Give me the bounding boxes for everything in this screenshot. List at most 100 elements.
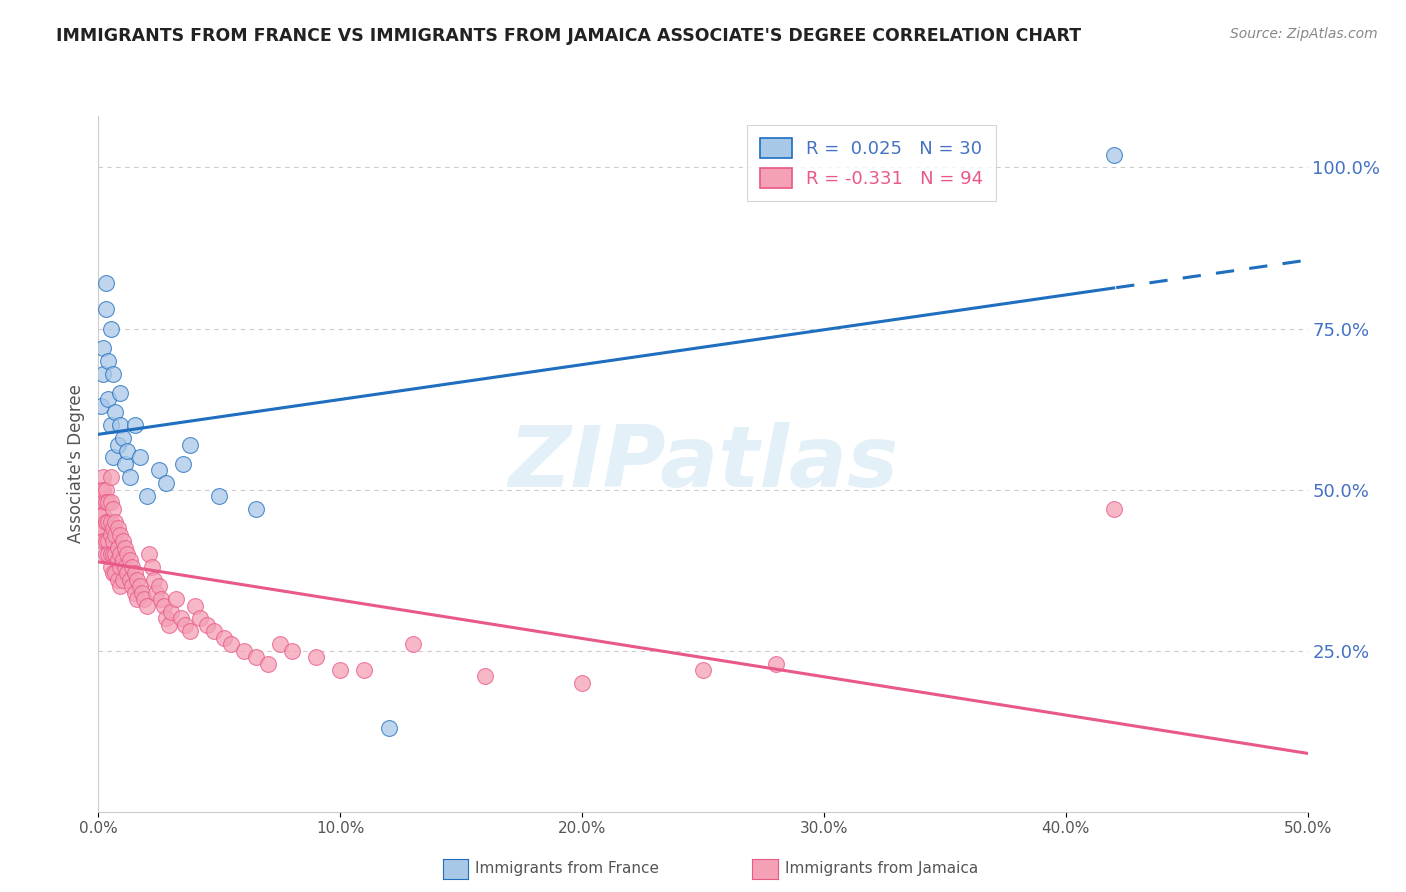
Point — [692, 663, 714, 677]
Point — [131, 585, 153, 599]
Point — [174, 618, 197, 632]
Point — [474, 669, 496, 683]
Point — [100, 515, 122, 529]
Point — [108, 547, 131, 561]
Point — [101, 534, 124, 549]
Point — [1102, 502, 1125, 516]
Point — [100, 547, 122, 561]
Text: IMMIGRANTS FROM FRANCE VS IMMIGRANTS FROM JAMAICA ASSOCIATE'S DEGREE CORRELATION: IMMIGRANTS FROM FRANCE VS IMMIGRANTS FRO… — [56, 27, 1081, 45]
Point — [97, 534, 120, 549]
Point — [91, 367, 114, 381]
Point — [101, 521, 124, 535]
Point — [97, 495, 120, 509]
Point — [155, 476, 177, 491]
Point — [94, 515, 117, 529]
Point — [90, 399, 112, 413]
Point — [114, 560, 136, 574]
Point — [94, 534, 117, 549]
Point — [169, 611, 191, 625]
Point — [124, 585, 146, 599]
Point — [281, 643, 304, 657]
Point — [104, 515, 127, 529]
Point — [124, 566, 146, 581]
Point — [353, 663, 375, 677]
Point — [100, 527, 122, 541]
Point — [104, 566, 127, 581]
Point — [165, 592, 187, 607]
Point — [117, 566, 139, 581]
Y-axis label: Associate's Degree: Associate's Degree — [66, 384, 84, 543]
Point — [107, 573, 129, 587]
Point — [143, 573, 166, 587]
Point — [114, 541, 136, 555]
Point — [121, 560, 143, 574]
Point — [90, 508, 112, 523]
Point — [114, 457, 136, 471]
Point — [145, 585, 167, 599]
Point — [91, 469, 114, 483]
Point — [90, 495, 112, 509]
Point — [329, 663, 352, 677]
Point — [232, 643, 254, 657]
Point — [212, 631, 235, 645]
Point — [94, 547, 117, 561]
Point — [128, 579, 150, 593]
Point — [100, 560, 122, 574]
Point — [91, 521, 114, 535]
Point — [107, 521, 129, 535]
Point — [91, 483, 114, 497]
Point — [1102, 147, 1125, 161]
Point — [108, 527, 131, 541]
Point — [107, 437, 129, 451]
Point — [101, 547, 124, 561]
Point — [571, 676, 593, 690]
Point — [134, 592, 156, 607]
Point — [104, 527, 127, 541]
Point — [155, 611, 177, 625]
Point — [117, 444, 139, 458]
Point — [208, 489, 231, 503]
Point — [195, 618, 218, 632]
Point — [91, 534, 114, 549]
Point — [160, 605, 183, 619]
Point — [204, 624, 226, 639]
Point — [188, 611, 211, 625]
Point — [172, 457, 194, 471]
Point — [108, 579, 131, 593]
Point — [148, 579, 170, 593]
Point — [97, 353, 120, 368]
Text: ZIPatlas: ZIPatlas — [508, 422, 898, 506]
Point — [108, 560, 131, 574]
Point — [107, 541, 129, 555]
Point — [135, 599, 157, 613]
Text: Immigrants from France: Immigrants from France — [475, 862, 659, 876]
Point — [118, 573, 141, 587]
Point — [108, 418, 131, 433]
Point — [117, 547, 139, 561]
Point — [377, 721, 399, 735]
Point — [269, 637, 291, 651]
Point — [111, 534, 134, 549]
Point — [91, 508, 114, 523]
Point — [124, 418, 146, 433]
Point — [118, 553, 141, 567]
Point — [107, 553, 129, 567]
Point — [101, 367, 124, 381]
Point — [157, 618, 180, 632]
Point — [101, 566, 124, 581]
Point — [150, 592, 173, 607]
Point — [141, 560, 163, 574]
Point — [104, 405, 127, 419]
Point — [765, 657, 787, 671]
Point — [127, 573, 149, 587]
Point — [94, 483, 117, 497]
Point — [148, 463, 170, 477]
Point — [221, 637, 243, 651]
Point — [245, 502, 267, 516]
Point — [97, 547, 120, 561]
Point — [91, 341, 114, 355]
Point — [90, 483, 112, 497]
Point — [100, 495, 122, 509]
Point — [104, 547, 127, 561]
Point — [111, 431, 134, 445]
